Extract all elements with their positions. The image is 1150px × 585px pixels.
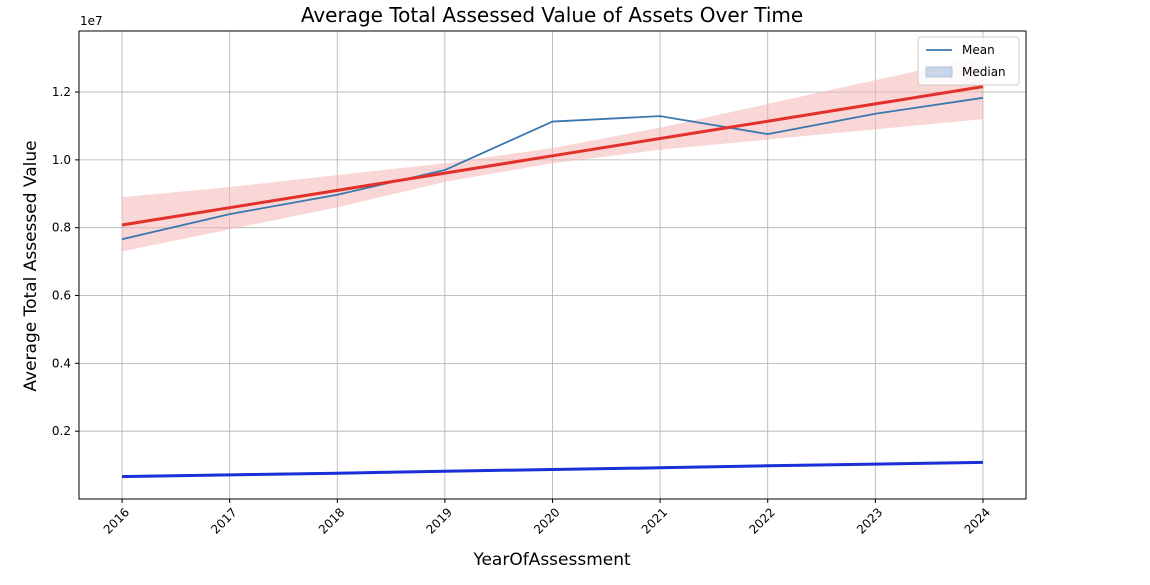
legend-label: Median (962, 65, 1006, 79)
regression-line (122, 460, 983, 479)
y-tick-label: 0.2 (52, 424, 71, 438)
x-axis-label: YearOfAssessment (472, 550, 631, 570)
confidence-band (122, 56, 983, 252)
regression-line (121, 85, 984, 227)
x-tick-label: 2016 (101, 505, 132, 536)
x-tick-label: 2020 (531, 505, 562, 536)
legend-label: Mean (962, 43, 995, 57)
y-tick-label: 1.2 (52, 85, 71, 99)
x-tick-label: 2017 (208, 505, 239, 536)
x-tick-label: 2021 (639, 505, 670, 536)
legend: Mean Median (917, 36, 1020, 86)
x-tick-label: 2018 (316, 505, 347, 536)
y-axis-label: Average Total Assessed Value (21, 140, 41, 391)
y-offset-label: 1e7 (80, 14, 103, 28)
y-tick-label: 1.0 (52, 153, 71, 167)
chart-title: Average Total Assessed Value of Assets O… (301, 3, 803, 27)
series-line-mean (121, 96, 984, 241)
x-tick-label: 2023 (854, 505, 885, 536)
x-tick-label: 2024 (962, 505, 993, 536)
x-tick-label: 2019 (424, 505, 455, 536)
y-tick-label: 0.4 (52, 356, 71, 370)
legend-swatch-patch (925, 66, 953, 78)
x-tick-label: 2022 (746, 505, 777, 536)
series-group (121, 56, 984, 479)
y-tick-label: 0.6 (52, 289, 71, 303)
y-tick-label: 0.8 (52, 221, 71, 235)
